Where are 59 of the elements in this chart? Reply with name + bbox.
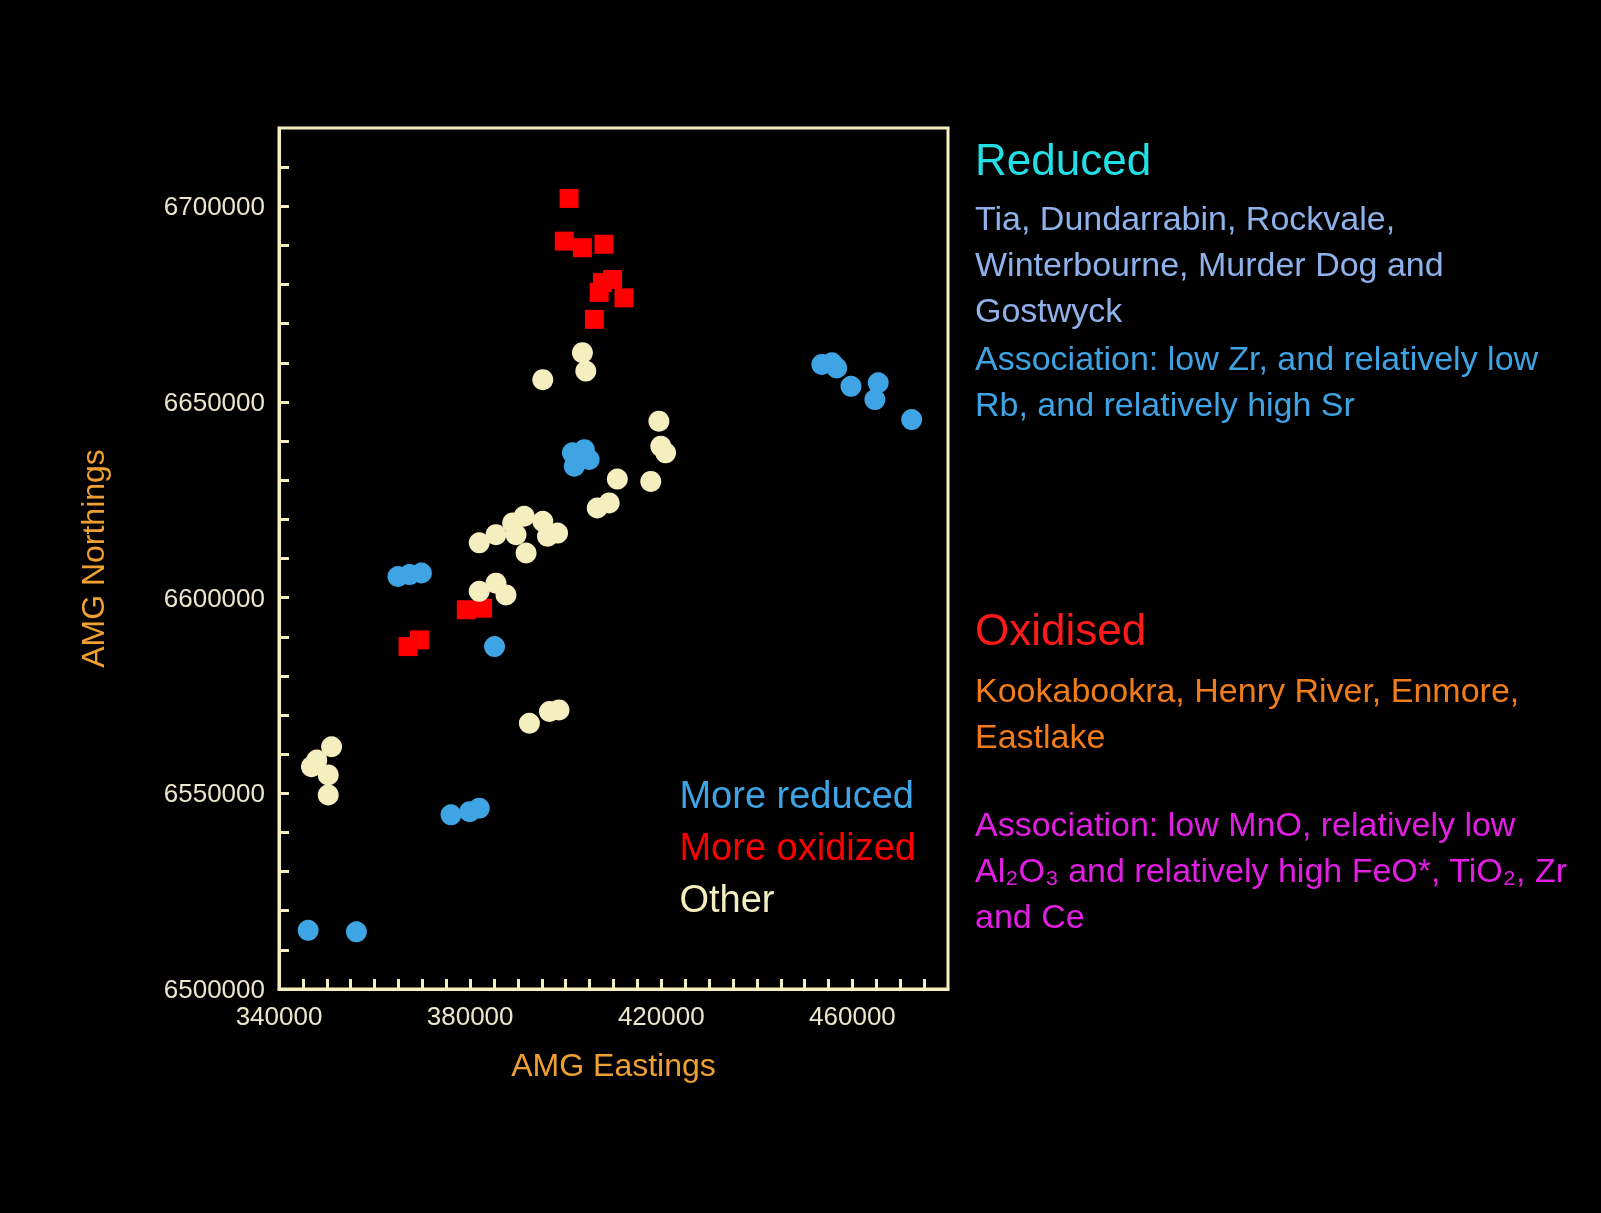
text: More oxidized	[679, 826, 917, 868]
point	[297, 919, 319, 941]
point	[468, 797, 490, 819]
point	[648, 410, 670, 432]
point	[484, 636, 506, 658]
text: More reduced	[679, 774, 914, 816]
point	[473, 598, 493, 618]
point	[440, 804, 462, 826]
text: Association: low Zr, and relatively low Rb, and relatively high Sr	[975, 338, 1540, 425]
point	[345, 921, 367, 943]
point	[317, 764, 339, 786]
point	[495, 584, 517, 606]
point	[554, 231, 574, 251]
point	[559, 188, 579, 208]
point	[572, 238, 592, 258]
text: Tia, Dundarrabin, Rockvale, Winterbourne, Murder Dog and Gostwyck	[975, 198, 1445, 331]
point	[826, 357, 848, 379]
point	[518, 712, 540, 734]
point	[515, 542, 537, 564]
point	[571, 342, 593, 364]
point	[840, 375, 862, 397]
text: Association: low MnO, relatively low Al₂O₃ and relatively high FeO*, TiO₂, Zr and Ce	[975, 804, 1568, 937]
point	[513, 505, 535, 527]
x-axis-title: AMG Eastings	[511, 1047, 716, 1083]
text: Other	[679, 878, 775, 920]
point	[655, 442, 677, 464]
x-tick-label: 340000	[235, 1001, 323, 1031]
point	[864, 389, 886, 411]
point	[575, 360, 597, 382]
point	[505, 524, 527, 546]
x-tick-label: 460000	[809, 1001, 896, 1031]
y-tick-label: 6550000	[163, 778, 265, 809]
point	[409, 630, 429, 650]
point	[584, 309, 604, 329]
point	[589, 282, 609, 302]
point	[640, 470, 662, 492]
y-tick-label: 6600000	[163, 582, 265, 613]
point	[598, 492, 620, 514]
point	[468, 580, 490, 602]
point	[321, 736, 343, 758]
point	[614, 288, 634, 308]
point	[532, 369, 554, 391]
point	[468, 532, 490, 554]
y-tick-label: 6650000	[163, 386, 265, 417]
y-tick-label: 6700000	[163, 191, 265, 222]
point	[867, 372, 889, 394]
point	[901, 409, 923, 431]
x-tick-label: 420000	[617, 1001, 705, 1031]
text: Oxidised	[975, 604, 1148, 656]
y-axis-title: AMG Northings	[75, 449, 111, 668]
x-tick-label: 380000	[426, 1001, 514, 1031]
point	[606, 468, 628, 490]
text: Kookabookra, Henry River, Enmore, Eastlake	[975, 670, 1521, 757]
text: Reduced	[975, 134, 1153, 186]
point	[317, 784, 339, 806]
point	[485, 524, 507, 546]
point	[594, 234, 614, 254]
point	[301, 756, 322, 778]
y-tick-label: 6500000	[163, 974, 265, 1004]
